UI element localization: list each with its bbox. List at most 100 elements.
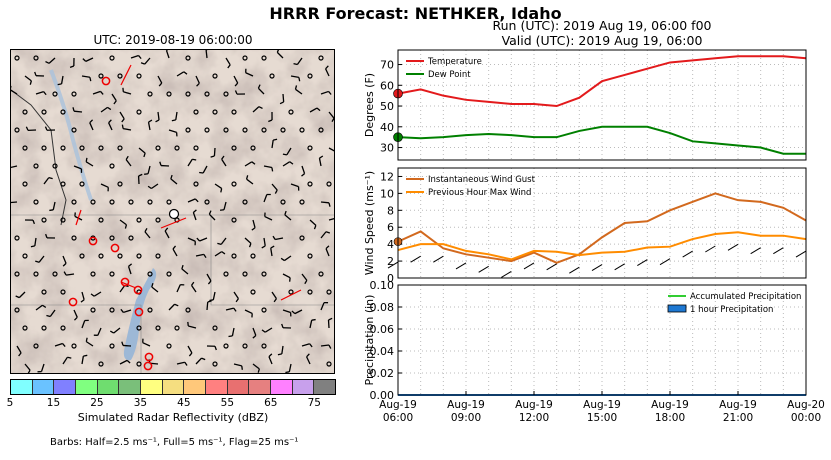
calm-wind-marker [261,127,267,133]
wind-barb-flag [294,85,298,90]
wind-barb [119,359,128,365]
wind-barb [252,327,257,336]
y-tick-label: 0 [387,272,394,285]
calm-wind-marker [185,91,191,97]
wind-barb [328,147,334,152]
calm-wind-marker [242,127,248,133]
chart-panel: 0.00 0.02 0.04 0.06 0.08 0.10 Accumulated Prec… [363,279,807,402]
calm-wind-marker [204,127,210,133]
wind-barb [123,127,132,131]
calm-wind-marker [166,271,172,277]
calm-wind-marker [109,235,115,241]
wind-barb [188,325,197,329]
wind-barb [144,57,151,65]
wind-barb [252,219,256,228]
calm-wind-marker [117,145,123,151]
wind-barb-flag [192,158,197,161]
calm-wind-marker [98,253,104,259]
wind-barb [705,245,716,253]
wind-barb-flag [268,353,273,358]
wind-barb-flag [49,209,54,212]
wind-barb-flag [234,90,238,95]
state-border [11,89,67,226]
wind-barb [172,248,178,257]
colorbar-swatch [11,380,33,394]
wind-barb [122,344,132,347]
wind-barb [11,201,18,204]
calm-wind-marker [231,145,237,151]
wind-barb-flag [272,235,276,240]
highlighted-station [68,297,78,307]
wind-barb-flag [281,323,284,328]
wind-barb [275,237,284,241]
calm-wind-marker [307,181,313,187]
wind-barb [271,139,274,149]
terrain-map [11,50,334,373]
wind-barb-flag [270,245,275,249]
legend-entry: Previous Hour Max Wind [428,188,531,198]
y-tick-label: 60 [380,79,394,92]
wind-barb [264,327,273,333]
wind-barb-flag [289,161,294,165]
colorbar-tick-label: 5 [6,397,14,409]
county-border [210,215,334,306]
wind-barb-flag [228,335,233,338]
river-shape [49,69,93,201]
calm-wind-marker [52,91,58,97]
calm-wind-marker [22,145,28,151]
legend-entry: Temperature [427,57,482,67]
calm-wind-marker [14,127,20,133]
wind-barb [263,165,272,169]
wind-barb [40,363,45,372]
wind-barb-flag [196,82,200,87]
colorbar-tick-label: 65 [264,397,278,409]
y-tick-label: 10 [380,187,394,200]
wind-barb [164,230,170,239]
wind-barb-flag [319,155,324,159]
calm-wind-marker [117,181,123,187]
wind-barb [268,356,273,365]
wind-barb-flag [158,82,163,87]
wind-barb-flag [82,58,87,62]
wind-barb [144,231,151,239]
wind-barb-flag [144,173,149,175]
map-panel [10,49,335,374]
colorbar-tick-label: 45 [177,397,191,409]
calm-wind-marker [147,271,153,277]
y-tick-label: 0.04 [370,345,395,358]
wind-barb-flag [29,80,32,85]
wind-barb-flag [121,341,124,346]
plot-frame [397,49,807,161]
calm-wind-marker [280,199,286,205]
valid-time-label: Valid (UTC): 2019 Aug 19, 06:00 [501,33,703,48]
wind-barb [281,345,284,355]
wind-barb-flag [217,242,222,246]
calm-wind-marker [185,127,191,133]
wind-barb [176,71,185,77]
wind-barb [73,309,78,318]
calm-wind-marker [109,163,115,169]
wind-barb-flag [274,189,278,194]
wind-barb-flag [124,224,128,229]
wind-barb-flag [233,307,237,312]
wind-barb-flag [280,257,285,262]
wind-barb-flag [48,176,53,180]
calm-wind-marker [242,55,248,61]
wind-barb-flag [109,330,115,334]
wind-barb [546,263,557,271]
calm-wind-marker [79,145,85,151]
plot-area [398,285,806,395]
calm-wind-marker [136,217,142,223]
colorbar-swatch [227,380,250,394]
wind-barb-flag [151,282,154,288]
wind-barb [264,215,273,221]
wind-barb [225,57,231,66]
calm-wind-marker [261,55,267,61]
wind-barb [478,265,489,273]
wind-barb-flag [174,303,179,307]
calm-wind-marker [33,163,39,169]
wind-barb [147,165,151,174]
wind-barb-flag [209,299,214,302]
calm-wind-marker [14,55,20,61]
wind-barb [192,212,197,221]
